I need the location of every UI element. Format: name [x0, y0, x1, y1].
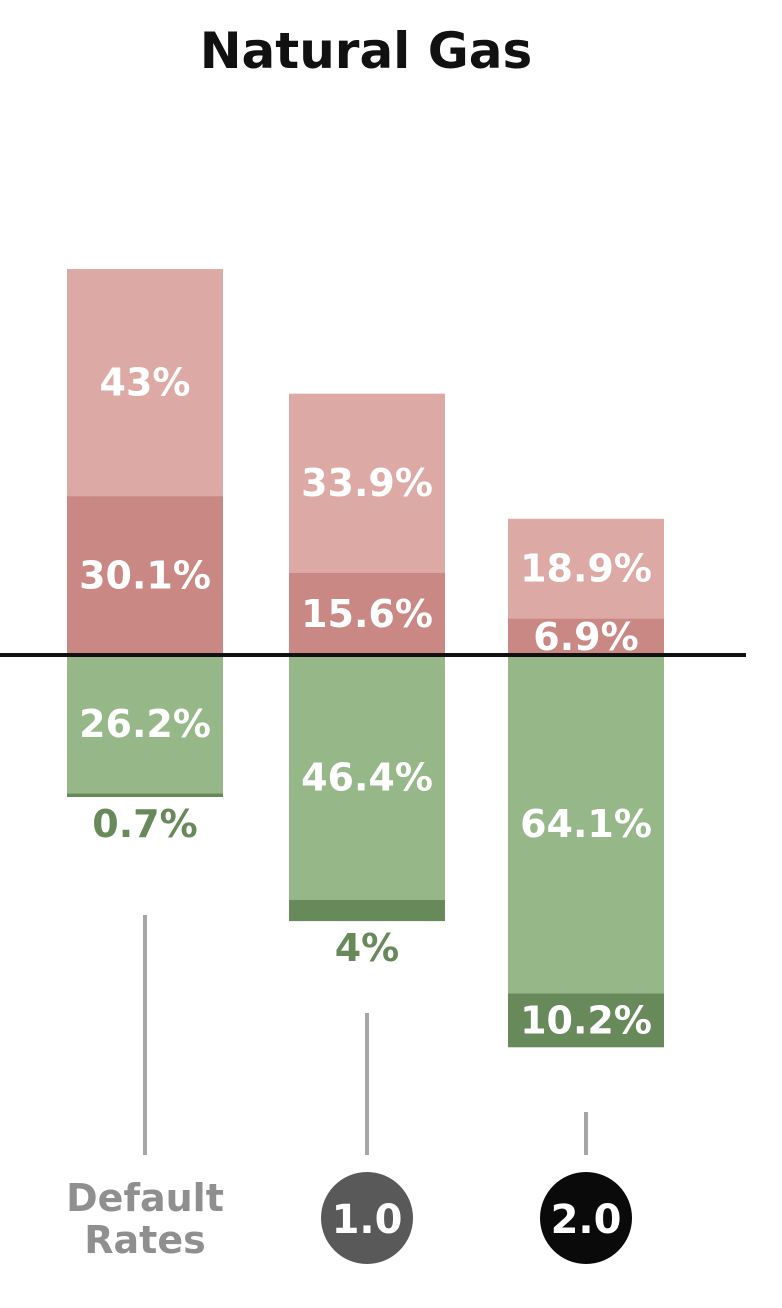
bar-segment [508, 518, 664, 619]
data-label: 0.7% [92, 802, 197, 846]
data-label: 15.6% [301, 592, 433, 636]
data-label: 30.1% [79, 554, 211, 598]
bar-labels-group: 30.1% 43% 26.2% 0.7% 15.6% 33.9% 46.4% 4% 6.9% 18… [79, 361, 652, 1043]
category-label: Rates [84, 1218, 205, 1262]
data-label: 43% [100, 361, 191, 405]
data-label: 6.9% [533, 615, 638, 659]
data-label: 4% [335, 926, 400, 970]
data-label: 64.1% [520, 802, 652, 846]
data-label: 26.2% [79, 702, 211, 746]
category-label: 1.0 [332, 1197, 403, 1243]
category-badge [321, 1172, 413, 1264]
bar-segment [508, 618, 664, 655]
bar-segment [67, 793, 223, 798]
bar-segment [508, 655, 664, 994]
data-label: 18.9% [520, 547, 652, 591]
data-label: 46.4% [301, 755, 433, 799]
bar-segment [67, 496, 223, 655]
data-label: 10.2% [520, 998, 652, 1042]
category-label: 2.0 [551, 1197, 622, 1243]
bar-segment [67, 269, 223, 497]
bar-segment [289, 899, 445, 922]
bars-group [67, 269, 664, 1048]
bar-segment [67, 655, 223, 794]
bar-segment [508, 993, 664, 1048]
category-label: Default [66, 1176, 224, 1220]
bar-segment [289, 572, 445, 655]
category-badge [540, 1172, 632, 1264]
data-label: 33.9% [301, 461, 433, 505]
chart-title: Natural Gas [200, 22, 533, 80]
bar-segment [289, 393, 445, 573]
bar-segment [289, 655, 445, 900]
